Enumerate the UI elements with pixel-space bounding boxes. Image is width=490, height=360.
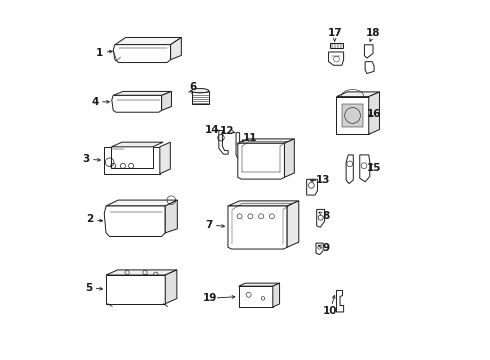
Text: 6: 6 <box>189 82 196 92</box>
Text: 11: 11 <box>243 133 257 143</box>
Text: 14: 14 <box>205 125 220 135</box>
Polygon shape <box>239 286 273 307</box>
Polygon shape <box>236 133 243 160</box>
Text: 9: 9 <box>322 243 330 253</box>
Polygon shape <box>106 275 165 304</box>
Polygon shape <box>160 142 171 174</box>
Text: 5: 5 <box>85 283 93 293</box>
Text: 7: 7 <box>205 220 213 230</box>
Polygon shape <box>165 200 177 233</box>
Text: 12: 12 <box>220 126 235 136</box>
Polygon shape <box>192 91 209 104</box>
Text: 8: 8 <box>322 211 330 221</box>
Polygon shape <box>113 91 172 95</box>
Text: 4: 4 <box>92 97 99 107</box>
Polygon shape <box>365 45 373 58</box>
Polygon shape <box>316 243 323 255</box>
Polygon shape <box>329 52 343 65</box>
Polygon shape <box>342 104 364 127</box>
Polygon shape <box>115 37 181 45</box>
Text: 3: 3 <box>82 154 90 164</box>
Polygon shape <box>106 270 177 275</box>
Text: 13: 13 <box>316 175 330 185</box>
Ellipse shape <box>192 89 209 93</box>
Polygon shape <box>111 142 163 147</box>
Text: 17: 17 <box>327 28 342 38</box>
Polygon shape <box>238 139 294 143</box>
Polygon shape <box>346 155 353 184</box>
Polygon shape <box>285 139 294 177</box>
Polygon shape <box>330 42 343 48</box>
Polygon shape <box>287 201 299 247</box>
Polygon shape <box>228 206 287 249</box>
Polygon shape <box>317 210 324 227</box>
Text: 19: 19 <box>203 293 217 303</box>
Polygon shape <box>337 291 343 312</box>
Text: 1: 1 <box>96 48 103 58</box>
Polygon shape <box>112 95 162 112</box>
Polygon shape <box>228 201 299 206</box>
Text: 18: 18 <box>366 28 381 38</box>
Polygon shape <box>239 283 280 286</box>
Polygon shape <box>368 92 379 134</box>
Polygon shape <box>337 92 379 96</box>
Polygon shape <box>365 62 374 73</box>
Polygon shape <box>238 143 285 179</box>
Polygon shape <box>307 179 318 195</box>
Polygon shape <box>106 200 177 206</box>
Polygon shape <box>171 37 181 60</box>
Polygon shape <box>337 96 368 134</box>
Polygon shape <box>162 91 172 111</box>
Text: 15: 15 <box>367 163 381 173</box>
Polygon shape <box>219 131 228 154</box>
Polygon shape <box>360 155 370 182</box>
Polygon shape <box>273 283 280 307</box>
Text: 2: 2 <box>86 215 94 224</box>
Text: 16: 16 <box>367 109 381 119</box>
Polygon shape <box>104 206 165 237</box>
Polygon shape <box>113 45 171 63</box>
Polygon shape <box>104 147 160 174</box>
Polygon shape <box>165 270 177 304</box>
Text: 10: 10 <box>323 306 338 316</box>
